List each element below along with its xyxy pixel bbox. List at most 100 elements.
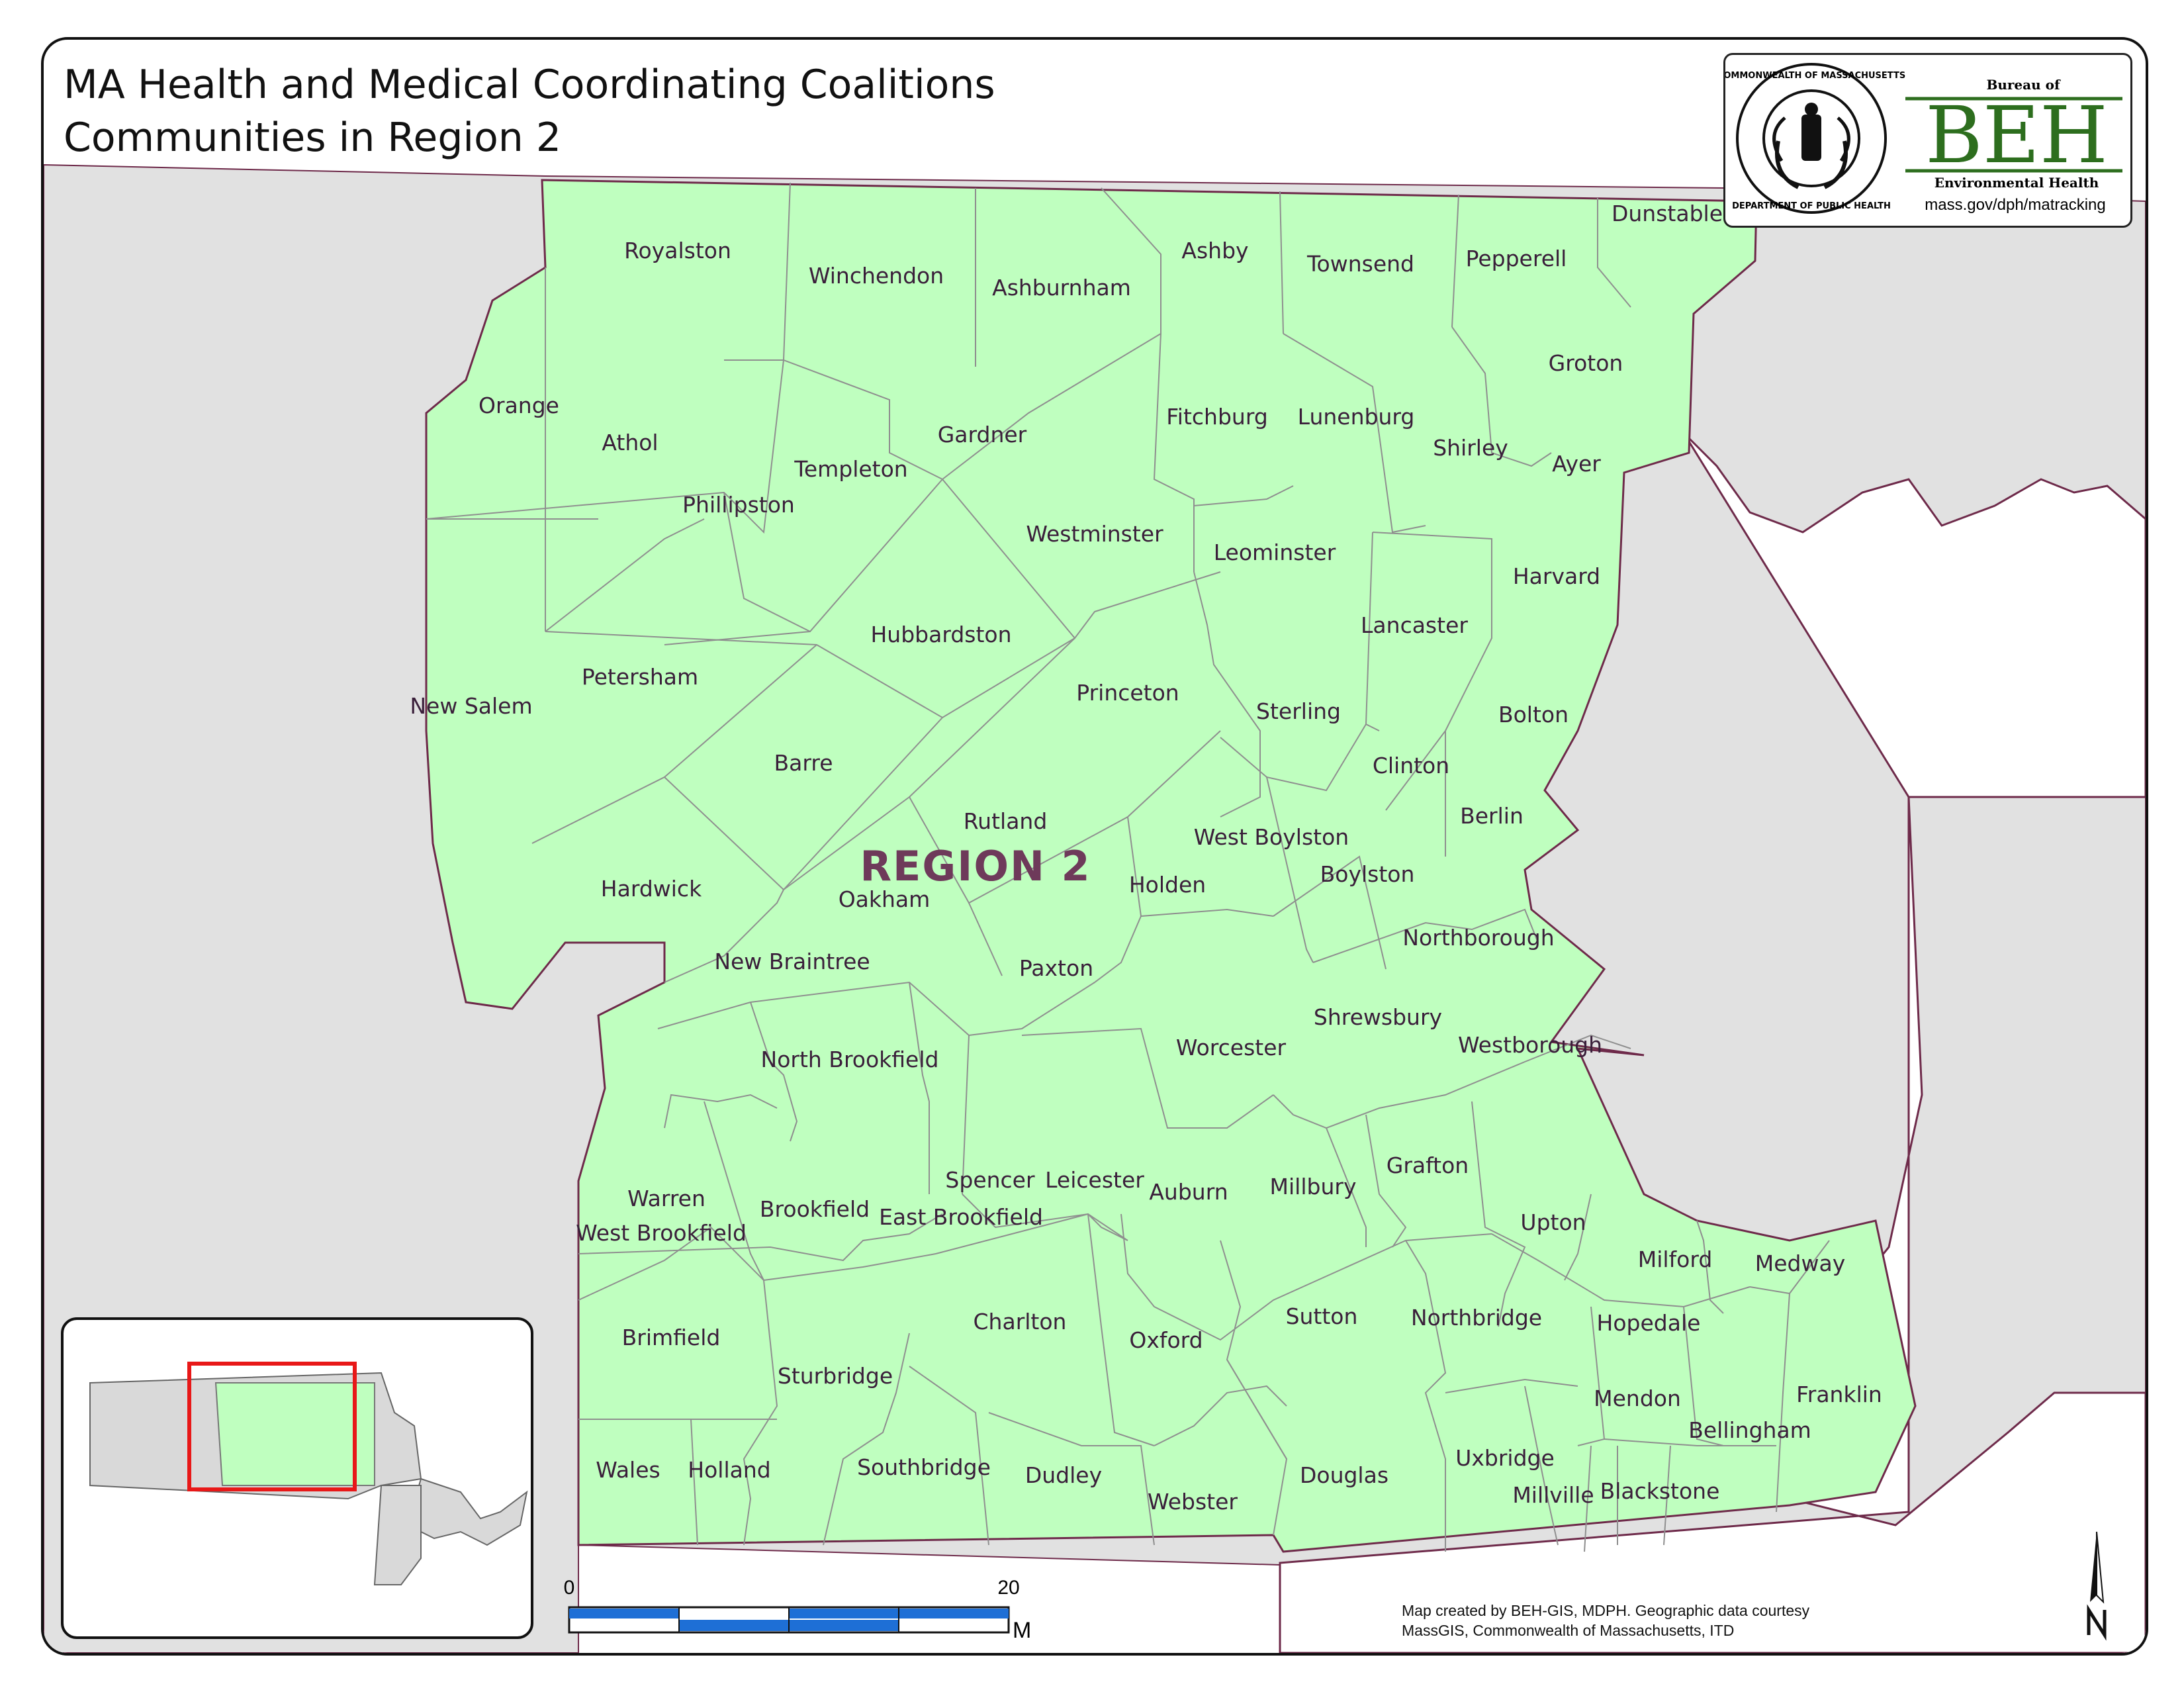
ma-east-area	[1682, 432, 2146, 798]
town-label: Hopedale	[1597, 1310, 1701, 1336]
town-label: Dudley	[1025, 1462, 1102, 1488]
region-label: REGION 2	[860, 842, 1091, 890]
town-label: West Brookfield	[576, 1220, 747, 1246]
town-label: Westborough	[1458, 1032, 1602, 1058]
map-credit: Map created by BEH-GIS, MDPH. Geographic…	[1402, 1601, 1809, 1640]
town-borders	[426, 182, 1830, 1552]
bureau-of-text: Bureau of	[1986, 77, 2061, 93]
town-label: East Brookfield	[879, 1204, 1043, 1230]
title-line-2: Communities in Region 2	[64, 115, 562, 161]
town-label: Hubbardston	[870, 622, 1011, 647]
town-label: Princeton	[1076, 680, 1179, 706]
page-title: MA Health and Medical Coordinating Coali…	[64, 58, 995, 164]
scale-unit-label: Miles	[1013, 1618, 1030, 1643]
town-label: Warren	[627, 1186, 705, 1211]
town-label: Paxton	[1019, 955, 1093, 981]
town-label: Dunstable	[1612, 201, 1723, 226]
logo-graphic: COMMONWEALTH OF MASSACHUSETTS DEPARTMENT…	[1717, 63, 2122, 214]
town-label: Fitchburg	[1166, 404, 1268, 430]
town-label: Barre	[774, 750, 833, 776]
town-label: Shrewsbury	[1314, 1004, 1442, 1030]
scale-end-label: 20	[997, 1577, 1019, 1599]
town-label: Hardwick	[601, 876, 702, 902]
town-label: Auburn	[1149, 1179, 1228, 1205]
town-label: Lunenburg	[1298, 404, 1415, 430]
title-line-1: MA Health and Medical Coordinating Coali…	[64, 62, 995, 108]
town-label: Southbridge	[857, 1454, 991, 1480]
town-label: Winchendon	[809, 263, 944, 289]
scale-bar: 0 20 Miles	[553, 1573, 1066, 1652]
town-label: Leicester	[1045, 1167, 1144, 1193]
town-label: Brookfield	[760, 1196, 870, 1222]
beh-subtitle: Environmental Health	[1934, 175, 2099, 191]
region-2-area	[425, 179, 1917, 1553]
town-label: Charlton	[974, 1309, 1067, 1335]
scale-start-label: 0	[564, 1577, 575, 1599]
town-label: Spencer	[945, 1167, 1035, 1193]
town-label: Worcester	[1176, 1035, 1287, 1060]
credit-line-2: MassGIS, Commonwealth of Massachusetts, …	[1402, 1622, 1735, 1639]
town-label: Medway	[1755, 1250, 1845, 1276]
town-label: Oxford	[1129, 1327, 1203, 1353]
town-label: Royalston	[624, 238, 731, 263]
town-label: Mendon	[1594, 1385, 1681, 1411]
town-label: Franklin	[1796, 1382, 1882, 1407]
logo-url: mass.gov/dph/matracking	[1925, 196, 2105, 214]
town-label: Northborough	[1402, 925, 1554, 951]
town-label: Groton	[1549, 350, 1623, 376]
scale-bar-graphic: 0 20 Miles	[564, 1577, 1066, 1643]
town-label: Upton	[1520, 1209, 1586, 1235]
town-label: Holland	[688, 1457, 770, 1483]
town-label: Townsend	[1306, 251, 1414, 277]
town-label: Oakham	[839, 886, 931, 912]
town-label: New Salem	[410, 693, 532, 719]
town-label: Webster	[1148, 1489, 1238, 1515]
town-label: Brimfield	[622, 1325, 721, 1350]
beh-logo: COMMONWEALTH OF MASSACHUSETTS DEPARTMENT…	[1717, 53, 2132, 228]
town-label: Sutton	[1286, 1303, 1358, 1329]
town-label: Millbury	[1270, 1174, 1357, 1199]
town-label: Ashby	[1181, 238, 1248, 263]
town-labels: Royalston Winchendon Ashburnham Ashby To…	[410, 201, 1882, 1515]
town-label: Ayer	[1552, 451, 1601, 477]
town-label: Northbridge	[1411, 1305, 1542, 1331]
town-label: Petersham	[582, 664, 698, 690]
locator-inset	[61, 1317, 533, 1639]
region-highlight-box	[187, 1362, 357, 1491]
map-frame: Royalston Winchendon Ashburnham Ashby To…	[41, 37, 2148, 1656]
town-label: Shirley	[1433, 435, 1508, 461]
town-label: Berlin	[1460, 803, 1524, 829]
seal-text-top: COMMONWEALTH OF MASSACHUSETTS	[1725, 71, 1905, 81]
town-label: New Braintree	[714, 949, 870, 974]
town-label: Uxbridge	[1455, 1445, 1555, 1471]
beh-acronym: BEH	[1925, 89, 2108, 181]
town-label: Douglas	[1300, 1462, 1388, 1488]
town-label: Athol	[602, 430, 658, 455]
region-map: Royalston Winchendon Ashburnham Ashby To…	[44, 164, 2146, 1653]
town-label: Sturbridge	[778, 1363, 893, 1389]
town-label: Holden	[1129, 872, 1206, 898]
town-label: Milford	[1638, 1246, 1713, 1272]
town-label: Orange	[478, 393, 559, 418]
town-label: Phillipston	[682, 492, 795, 518]
town-label: Clinton	[1373, 753, 1449, 778]
seal-text-bottom: DEPARTMENT OF PUBLIC HEALTH	[1732, 201, 1891, 211]
town-label: Blackstone	[1600, 1478, 1720, 1504]
town-label: Wales	[596, 1457, 660, 1483]
town-label: Templeton	[794, 456, 907, 482]
town-label: Millville	[1512, 1482, 1594, 1508]
town-label: Boylston	[1320, 861, 1415, 887]
town-label: Harvard	[1513, 563, 1600, 589]
town-label: West Boylston	[1194, 824, 1349, 850]
town-label: Sterling	[1256, 698, 1341, 724]
town-label: Leominster	[1214, 539, 1336, 565]
town-label: Lancaster	[1361, 612, 1468, 638]
town-label: Grafton	[1387, 1152, 1469, 1178]
credit-line-1: Map created by BEH-GIS, MDPH. Geographic…	[1402, 1602, 1810, 1619]
north-arrow-icon	[2087, 1531, 2107, 1641]
town-label: Rutland	[964, 808, 1048, 834]
dph-seal-icon	[1736, 63, 1887, 214]
town-label: North Brookfield	[761, 1047, 939, 1072]
town-label: Bellingham	[1688, 1417, 1811, 1443]
town-label: Gardner	[938, 422, 1027, 447]
